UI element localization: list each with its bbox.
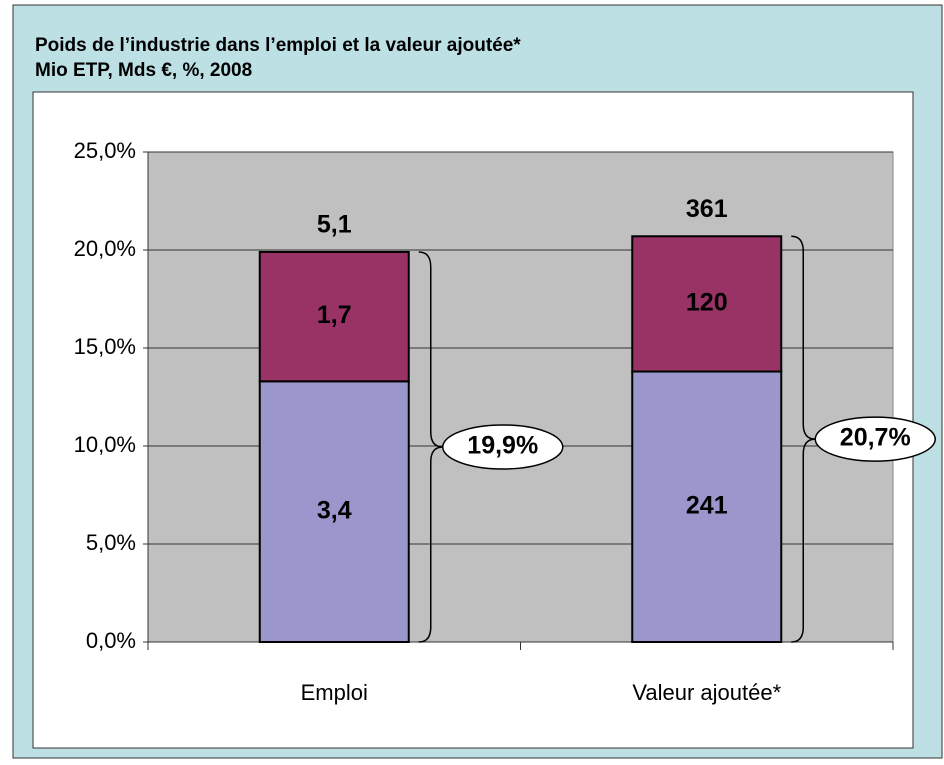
y-tick-label: 0,0%: [86, 628, 136, 653]
segment-label: 3,4: [317, 496, 352, 524]
bar-segment: [258, 250, 410, 383]
bar-segment: [631, 235, 783, 373]
x-tick-label: Valeur ajoutée*: [632, 680, 781, 705]
total-label: 361: [686, 195, 728, 223]
segment-label: 241: [686, 491, 728, 519]
y-tick-label: 25,0%: [74, 138, 136, 163]
total-percent-label: 20,7%: [840, 424, 911, 452]
y-tick-label: 15,0%: [74, 334, 136, 359]
y-tick-label: 5,0%: [86, 530, 136, 555]
chart-title: Poids de l’industrie dans l’emploi et la…: [35, 35, 521, 56]
segment-label: 1,7: [317, 301, 352, 329]
total-bubble: [442, 424, 564, 470]
bar-segment: [631, 370, 783, 643]
total-label: 5,1: [317, 211, 352, 239]
total-percent-label: 19,9%: [467, 432, 538, 460]
y-tick-label: 20,0%: [74, 236, 136, 261]
x-tick-label: Emploi: [301, 680, 368, 705]
segment-label: 120: [686, 289, 728, 317]
total-bubble: [814, 416, 936, 462]
y-tick-label: 10,0%: [74, 432, 136, 457]
chart-subtitle: Mio ETP, Mds €, %, 2008: [35, 60, 252, 81]
bar-segment: [258, 380, 410, 643]
